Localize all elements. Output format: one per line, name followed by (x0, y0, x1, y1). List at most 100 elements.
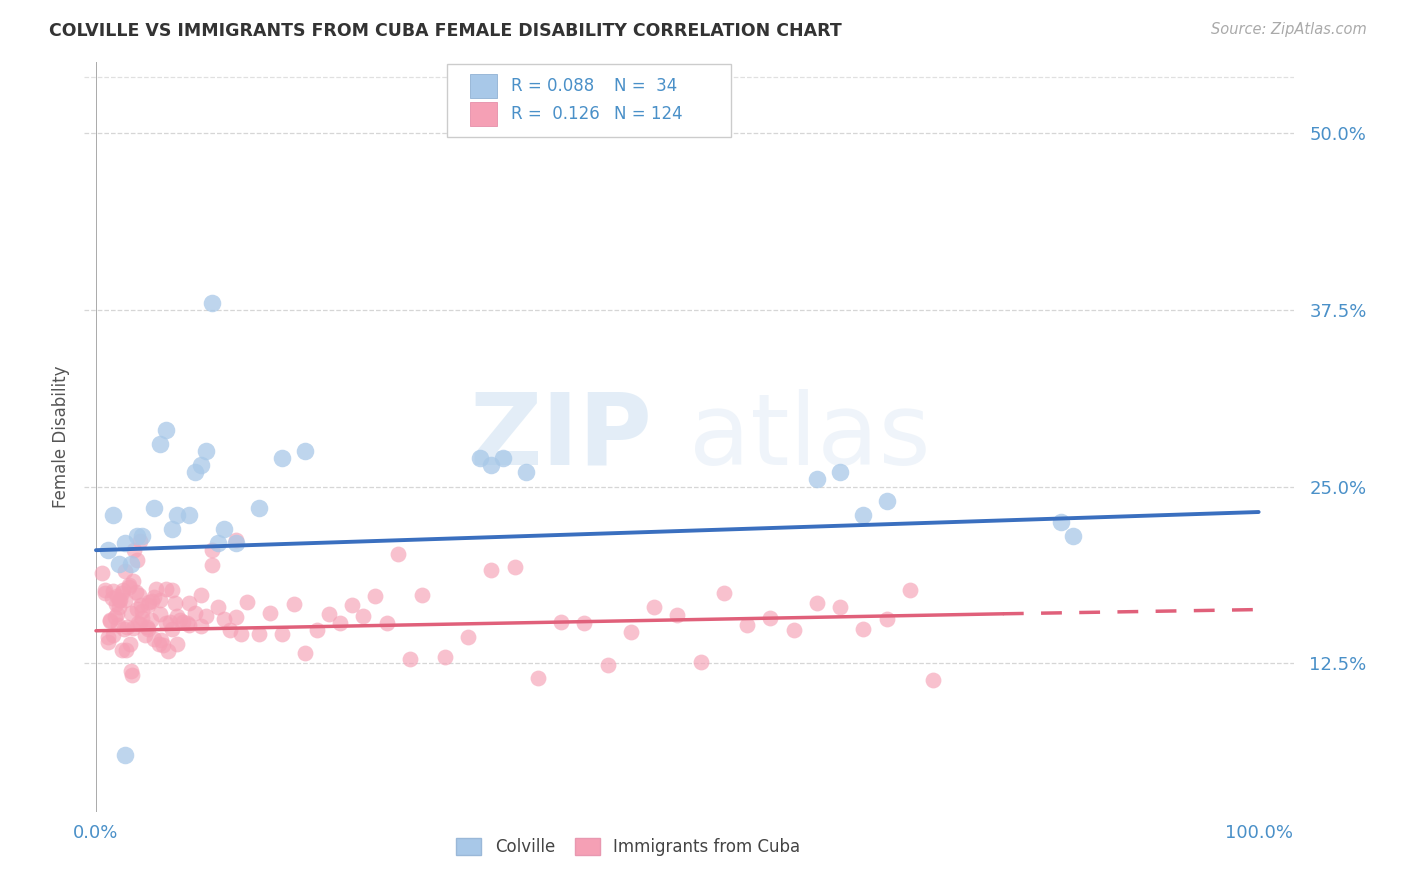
Point (114, 564, 136, 578)
Point (190, 458, 212, 473)
Point (125, 602, 148, 616)
Bar (470, 103, 496, 126)
Point (433, 650, 456, 665)
Point (138, 595, 160, 609)
Point (195, 444, 218, 458)
Point (1062, 529, 1084, 543)
Point (128, 588, 150, 602)
Point (160, 522, 183, 536)
Point (283, 597, 305, 611)
Point (94, 582, 117, 597)
Point (115, 642, 138, 657)
Point (479, 458, 502, 473)
Point (141, 594, 163, 608)
Text: ZIP: ZIP (470, 389, 652, 485)
Point (143, 632, 166, 647)
Point (155, 616, 177, 631)
Point (550, 615, 572, 630)
Point (108, 593, 131, 607)
Text: R =  0.126: R = 0.126 (512, 105, 600, 123)
Point (120, 606, 142, 620)
Point (136, 598, 159, 612)
Point (177, 596, 200, 610)
Point (125, 553, 148, 567)
Point (105, 607, 128, 621)
Point (759, 611, 782, 625)
Point (149, 592, 172, 607)
Point (574, 615, 596, 630)
Point (94, 586, 117, 600)
Point (271, 627, 294, 641)
Point (271, 451, 294, 466)
Point (782, 623, 804, 637)
Point (236, 595, 259, 609)
Point (157, 644, 180, 658)
Point (111, 583, 134, 598)
Point (184, 466, 207, 480)
Point (492, 451, 515, 466)
Point (127, 615, 149, 630)
Point (218, 623, 240, 637)
Point (103, 628, 125, 642)
Point (122, 574, 145, 588)
Point (155, 582, 177, 596)
Point (121, 668, 143, 682)
Point (143, 500, 166, 515)
Point (1050, 515, 1073, 529)
Point (112, 622, 135, 636)
Text: COLVILLE VS IMMIGRANTS FROM CUBA FEMALE DISABILITY CORRELATION CHART: COLVILLE VS IMMIGRANTS FROM CUBA FEMALE … (49, 22, 842, 40)
Point (114, 592, 136, 607)
Point (118, 637, 141, 651)
Point (108, 558, 131, 572)
Point (117, 577, 139, 591)
Text: atlas: atlas (689, 389, 931, 485)
Point (103, 583, 125, 598)
Point (120, 664, 142, 678)
Point (830, 600, 852, 615)
Y-axis label: Female Disability: Female Disability (52, 366, 70, 508)
Point (97, 630, 120, 644)
Point (340, 598, 363, 612)
Point (159, 615, 181, 629)
Point (852, 508, 875, 522)
Point (122, 621, 145, 635)
Text: R = 0.088: R = 0.088 (512, 77, 595, 95)
Legend: Colville, Immigrants from Cuba: Colville, Immigrants from Cuba (457, 838, 800, 855)
Point (190, 619, 212, 633)
Point (247, 627, 270, 641)
Point (201, 558, 224, 573)
Point (735, 617, 758, 632)
Point (134, 628, 156, 642)
Point (620, 625, 643, 640)
Point (160, 582, 183, 597)
Point (131, 611, 153, 625)
Point (643, 599, 665, 614)
Point (165, 596, 187, 610)
Point (184, 606, 207, 620)
Point (103, 508, 125, 522)
Point (596, 658, 619, 673)
Point (155, 423, 177, 437)
Point (169, 613, 191, 627)
Point (101, 591, 124, 605)
Point (114, 536, 136, 550)
Point (329, 615, 352, 630)
Point (457, 630, 479, 644)
Point (107, 618, 129, 632)
Point (166, 609, 188, 624)
FancyBboxPatch shape (447, 64, 731, 137)
Point (713, 585, 735, 599)
Point (143, 591, 166, 605)
Point (98, 613, 121, 627)
Point (190, 588, 212, 602)
Point (195, 608, 218, 623)
Point (172, 615, 194, 629)
Point (114, 748, 136, 763)
Point (318, 607, 340, 621)
Point (98, 614, 121, 628)
Point (117, 580, 139, 594)
Point (131, 599, 153, 613)
Text: N = 124: N = 124 (614, 105, 682, 123)
Point (247, 500, 270, 515)
Point (177, 617, 200, 632)
